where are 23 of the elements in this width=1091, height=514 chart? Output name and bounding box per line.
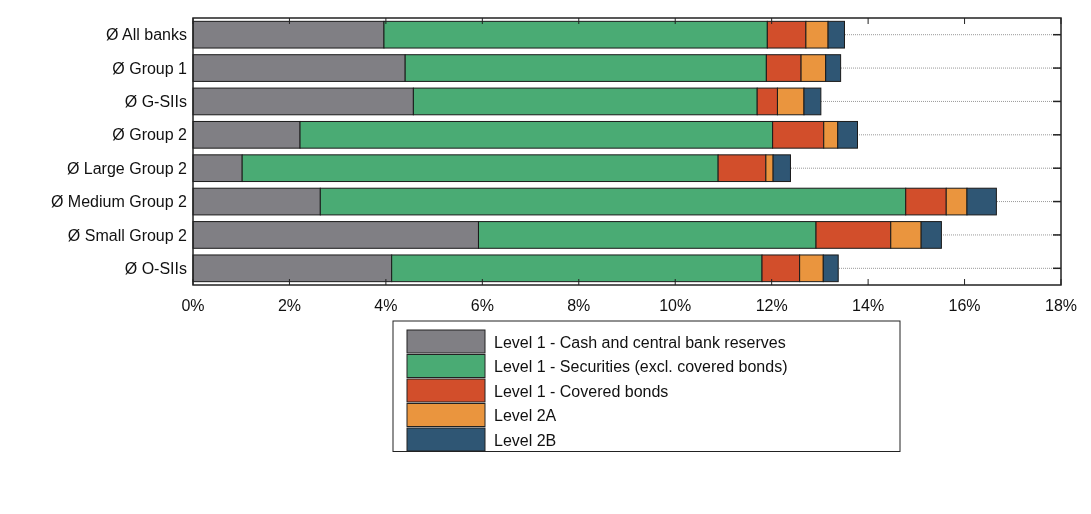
x-tick-label: 12% (755, 297, 788, 314)
x-tick-label: 0% (181, 297, 205, 314)
x-tick-label: 4% (374, 297, 398, 314)
y-tick-label: Ø G-SIIs (124, 93, 187, 111)
x-tick-label: 18% (1044, 297, 1078, 314)
y-tick-label: Ø O-SIIs (124, 259, 187, 277)
x-tick-label: 2% (277, 297, 302, 314)
y-tick-label: Ø Group 1 (112, 59, 188, 77)
legend-label: Level 1 - Cash and central bank reserves (494, 333, 786, 351)
y-tick-label: Ø Group 2 (112, 126, 188, 144)
x-tick-label: 6% (470, 297, 494, 314)
legend-label: Level 2A (494, 407, 557, 425)
legend-label: Level 1 - Covered bonds (494, 382, 669, 400)
y-tick-label: Ø All banks (106, 26, 187, 44)
x-tick-label: 14% (852, 297, 885, 314)
y-tick-label: Ø Large Group 2 (66, 159, 188, 177)
x-tick-label: 10% (659, 297, 692, 314)
y-tick-label: Ø Small Group 2 (67, 226, 188, 244)
y-tick-label: Ø Medium Group 2 (50, 193, 188, 211)
legend-label: Level 1 - Securities (excl. covered bonds) (494, 358, 788, 376)
legend-label: Level 2B (494, 431, 557, 449)
x-tick-label: 8% (567, 297, 591, 314)
x-tick-label: 16% (948, 297, 981, 314)
